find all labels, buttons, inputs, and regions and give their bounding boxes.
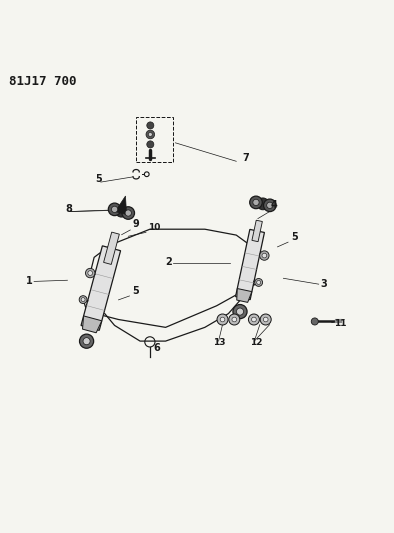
Circle shape bbox=[220, 317, 225, 322]
Polygon shape bbox=[81, 246, 121, 330]
Circle shape bbox=[263, 317, 268, 322]
Text: 13: 13 bbox=[214, 338, 226, 347]
Polygon shape bbox=[82, 316, 102, 333]
Text: 81J17 700: 81J17 700 bbox=[9, 75, 77, 88]
Text: 3: 3 bbox=[321, 279, 327, 289]
Circle shape bbox=[267, 202, 273, 208]
Text: 6: 6 bbox=[153, 343, 160, 353]
Circle shape bbox=[262, 253, 267, 258]
Circle shape bbox=[249, 314, 259, 325]
Text: 2: 2 bbox=[165, 256, 172, 266]
Circle shape bbox=[253, 199, 259, 206]
Circle shape bbox=[255, 279, 262, 286]
Circle shape bbox=[88, 271, 93, 276]
Circle shape bbox=[115, 205, 127, 217]
Circle shape bbox=[122, 207, 134, 219]
Bar bbox=[136, 117, 173, 163]
Circle shape bbox=[256, 280, 260, 285]
Polygon shape bbox=[236, 229, 264, 300]
Text: 4: 4 bbox=[271, 200, 277, 211]
Circle shape bbox=[217, 314, 228, 325]
Circle shape bbox=[80, 334, 94, 348]
Text: 5: 5 bbox=[132, 286, 139, 296]
Text: 9: 9 bbox=[132, 219, 139, 229]
Polygon shape bbox=[237, 288, 252, 302]
Circle shape bbox=[260, 251, 269, 260]
Text: 1: 1 bbox=[26, 276, 33, 286]
Text: 10: 10 bbox=[148, 223, 160, 232]
Text: 8: 8 bbox=[65, 204, 72, 214]
Text: 12: 12 bbox=[251, 338, 263, 347]
Circle shape bbox=[250, 196, 262, 209]
Circle shape bbox=[146, 130, 154, 139]
Circle shape bbox=[236, 308, 243, 315]
Circle shape bbox=[260, 314, 271, 325]
Circle shape bbox=[147, 122, 154, 129]
Circle shape bbox=[81, 297, 85, 302]
Circle shape bbox=[311, 318, 318, 325]
Text: 5: 5 bbox=[291, 232, 298, 242]
Polygon shape bbox=[104, 232, 119, 264]
Text: 5: 5 bbox=[95, 174, 102, 184]
Circle shape bbox=[108, 203, 121, 216]
Circle shape bbox=[149, 133, 152, 136]
Text: 7: 7 bbox=[242, 154, 249, 163]
Polygon shape bbox=[252, 220, 262, 241]
Circle shape bbox=[229, 314, 240, 325]
Circle shape bbox=[252, 317, 256, 322]
Circle shape bbox=[125, 210, 131, 216]
Circle shape bbox=[79, 296, 87, 303]
Text: 11: 11 bbox=[334, 319, 346, 328]
Circle shape bbox=[233, 304, 247, 319]
Circle shape bbox=[147, 141, 154, 148]
Circle shape bbox=[257, 198, 269, 210]
Circle shape bbox=[264, 199, 276, 212]
Circle shape bbox=[85, 268, 95, 278]
Circle shape bbox=[83, 337, 90, 345]
Circle shape bbox=[112, 206, 118, 213]
Circle shape bbox=[232, 317, 237, 322]
Polygon shape bbox=[115, 196, 126, 215]
